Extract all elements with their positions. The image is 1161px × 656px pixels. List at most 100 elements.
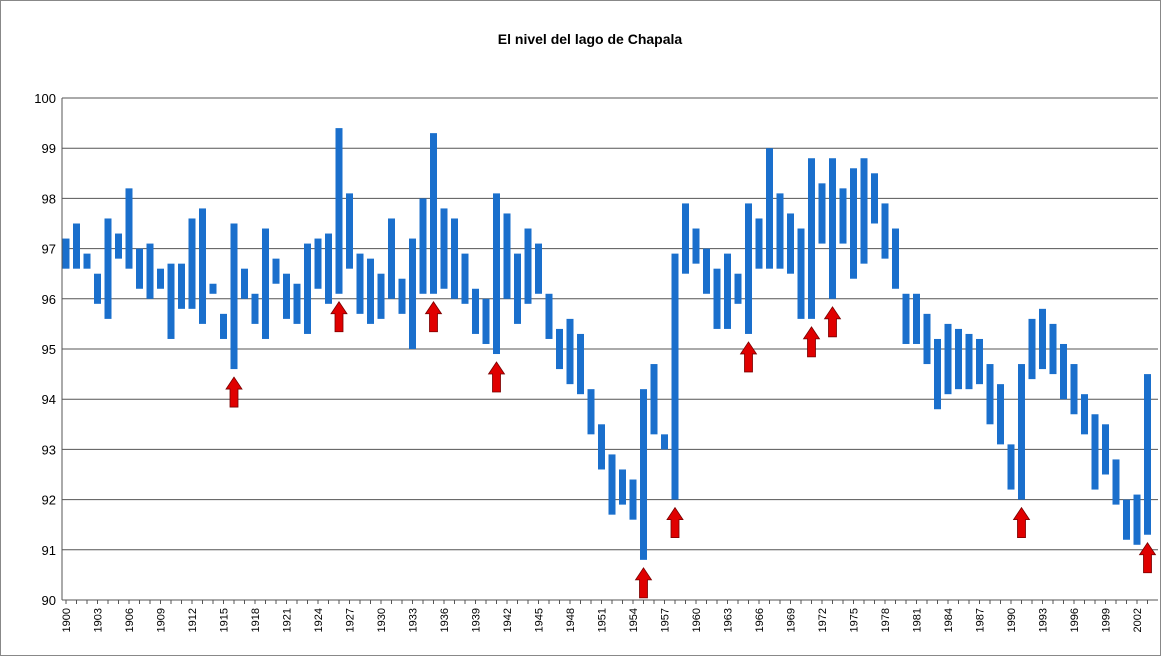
x-tick-label: 1978 [880,608,892,632]
arrow [823,306,842,338]
x-tick-label: 1933 [408,608,420,632]
bar [167,263,175,339]
bar [1060,343,1067,400]
bar [514,253,521,324]
bar [629,479,637,520]
bar [241,268,248,299]
bar [850,168,857,279]
bar [83,253,91,269]
bar [965,333,973,390]
x-tick-label: 1960 [691,608,703,632]
bar [881,203,889,259]
bar [1133,494,1141,545]
bar [535,243,542,294]
bar [776,193,784,269]
bar [619,469,626,505]
y-tick-label: 96 [42,292,56,307]
x-tick-label: 1975 [849,608,861,632]
bar [346,193,353,269]
x-tick-label: 1993 [1038,608,1050,632]
bar [892,228,899,289]
bar [262,228,269,339]
bar [566,318,574,385]
bar [178,263,185,309]
bar [650,364,658,435]
arrow [1138,542,1157,574]
bar [1007,444,1015,490]
bar [1112,459,1120,505]
y-tick-label: 94 [42,392,56,407]
x-tick-label: 1999 [1101,608,1113,632]
bar [157,268,164,289]
x-tick-label: 1939 [471,608,483,632]
bar [188,218,196,309]
x-tick-label: 1942 [502,608,514,632]
bar [314,238,322,289]
bar [682,203,689,274]
arrow [739,341,758,373]
bar [73,223,80,269]
bar [724,253,731,329]
bar [220,313,227,339]
bar [146,243,154,299]
bar [419,198,427,294]
x-tick-label: 1945 [534,608,546,632]
x-tick-label: 1957 [660,608,672,632]
arrow [634,567,653,599]
x-tick-label: 1996 [1069,608,1081,632]
x-tick-label: 1921 [282,608,294,632]
arrow [802,326,821,358]
x-tick-label: 1972 [817,608,829,632]
bar [1091,414,1099,490]
bar [524,228,532,304]
x-tick-label: 1912 [187,608,199,632]
x-tick-label: 1990 [1006,608,1018,632]
x-tick-label: 1951 [597,608,609,632]
bar [1102,424,1109,475]
bar [1123,499,1130,540]
bar [545,293,553,339]
x-tick-label: 1900 [61,608,73,632]
arrow [1012,506,1031,538]
x-tick-label: 1927 [345,608,357,632]
arrow [225,376,243,408]
bar [997,384,1004,445]
y-tick-label: 97 [42,242,56,257]
bar [367,258,374,324]
bar [692,228,700,264]
arrow [487,361,506,393]
bar [62,238,70,269]
x-tick-label: 2002 [1132,608,1144,632]
bar [860,158,868,264]
y-tick-label: 95 [42,342,56,357]
bar [640,389,647,560]
bar [272,258,280,284]
y-tick-label: 91 [42,543,56,558]
bar [1144,374,1151,535]
bar [304,243,311,334]
bar [283,273,290,319]
bar [745,203,752,334]
x-tick-label: 1906 [124,608,136,632]
y-tick-label: 99 [42,141,56,156]
arrow [424,301,443,333]
x-tick-label: 1969 [786,608,798,632]
x-tick-label: 1918 [250,608,262,632]
bar [1081,394,1088,435]
bar [913,293,920,344]
bar [797,228,805,319]
bar [94,273,101,304]
x-tick-label: 1948 [565,608,577,632]
bar [713,268,721,329]
bar [1049,323,1057,375]
bar [251,293,259,324]
bar [986,364,994,425]
bar [818,183,826,244]
bar [755,218,763,269]
bar [703,248,710,294]
bar [1039,308,1046,370]
bar [136,248,143,289]
bar [482,298,490,344]
bar [377,273,385,319]
y-tick-label: 93 [42,442,56,457]
